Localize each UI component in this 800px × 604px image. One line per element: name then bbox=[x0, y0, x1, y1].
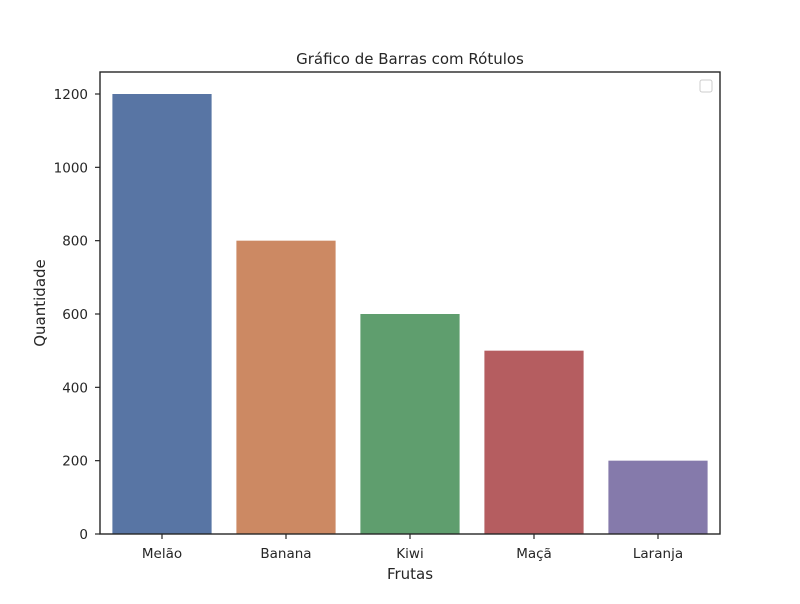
y-axis-ticks: 0 200 400 600 800 1000 1200 bbox=[54, 87, 100, 543]
bar-4 bbox=[484, 350, 584, 534]
x-axis-ticks: Melão Banana Kiwi Maçã Laranja bbox=[142, 534, 683, 562]
x-axis-label: Frutas bbox=[387, 565, 433, 583]
bars-group bbox=[112, 94, 708, 534]
y-tick-label: 600 bbox=[62, 307, 88, 323]
bar-1 bbox=[112, 94, 212, 534]
bar-5 bbox=[608, 460, 708, 534]
y-tick-label: 200 bbox=[62, 454, 88, 470]
y-tick-label: 0 bbox=[79, 527, 88, 543]
y-tick-label: 1200 bbox=[54, 87, 88, 103]
x-tick-label: Banana bbox=[260, 546, 311, 562]
bar-3 bbox=[360, 314, 460, 534]
bar-2 bbox=[236, 240, 336, 534]
y-axis-label: Quantidade bbox=[31, 259, 49, 347]
x-tick-label: Laranja bbox=[633, 546, 683, 562]
y-tick-label: 800 bbox=[62, 234, 88, 250]
x-tick-label: Kiwi bbox=[396, 546, 423, 562]
x-tick-label: Melão bbox=[142, 546, 182, 562]
y-tick-label: 400 bbox=[62, 380, 88, 396]
plot-frame bbox=[99, 71, 721, 535]
x-tick-label: Maçã bbox=[516, 546, 552, 562]
chart-title: Gráfico de Barras com Rótulos bbox=[296, 50, 524, 68]
legend-box bbox=[699, 79, 713, 93]
y-tick-label: 1000 bbox=[54, 160, 88, 176]
